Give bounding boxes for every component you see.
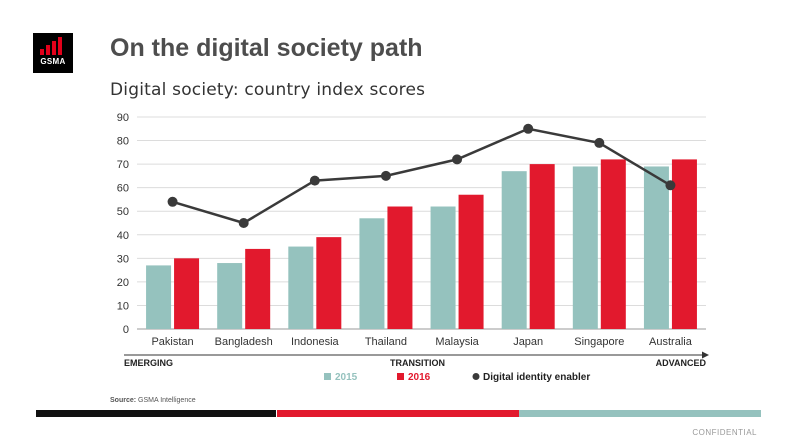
- logo-signal-bars: [38, 37, 68, 55]
- bar-2016: [671, 159, 697, 329]
- y-tick-label: 40: [117, 230, 129, 242]
- legend-marker-digital-identity: [472, 373, 480, 380]
- bar-2015: [146, 265, 172, 329]
- line-point: [238, 218, 249, 228]
- x-tick-label: Australia: [649, 336, 693, 348]
- bar-2015: [643, 166, 669, 329]
- source-text: GSMA Intelligence: [138, 397, 196, 404]
- y-tick-label: 10: [117, 300, 129, 312]
- y-tick-label: 60: [117, 183, 129, 195]
- line-point: [665, 180, 676, 191]
- x-tick-label: Thailand: [365, 336, 407, 348]
- y-tick-label: 90: [117, 112, 129, 124]
- line-point: [523, 123, 534, 134]
- bar-2015: [359, 218, 385, 329]
- bar-2016: [245, 248, 271, 329]
- bar-2015: [572, 166, 598, 329]
- stage-label-advanced: ADVANCED: [656, 358, 707, 368]
- y-tick-label: 50: [117, 206, 129, 218]
- y-tick-label: 80: [117, 136, 129, 148]
- legend-label-digital-identity: Digital identity enabler: [483, 372, 590, 383]
- footer-teal-bar: [519, 410, 761, 417]
- x-tick-label: Malaysia: [435, 336, 479, 348]
- x-tick-label: Bangladesh: [215, 336, 273, 348]
- footer-red-bar: [277, 410, 519, 417]
- bar-line-chart: 0 10 20 30 40 50 60 70 80 90 Pakistan Bangladesh Ind…: [117, 112, 709, 383]
- legend-swatch-2016: [397, 373, 404, 380]
- bar-2016: [387, 206, 413, 329]
- bar-2015: [430, 206, 456, 329]
- x-tick-label: Japan: [513, 336, 543, 348]
- bar-2016: [458, 194, 484, 329]
- stage-axis-arrowhead: [702, 351, 709, 359]
- logo-text: GSMA: [40, 57, 66, 66]
- x-tick-label: Pakistan: [151, 336, 193, 348]
- x-tick-label: Singapore: [574, 336, 624, 348]
- line-point: [452, 154, 463, 165]
- source-label: Source:: [110, 397, 137, 404]
- source-note: Source: GSMA Intelligence: [110, 397, 196, 404]
- legend-label-2015: 2015: [335, 372, 358, 383]
- line-digital-identity-enabler: [172, 127, 672, 225]
- line-point: [167, 196, 178, 207]
- bar-2015: [217, 263, 243, 329]
- slide-title: On the digital society path: [110, 34, 423, 62]
- line-point: [380, 170, 391, 181]
- bar-2015: [501, 171, 527, 329]
- y-tick-label: 20: [117, 277, 129, 289]
- y-tick-label: 0: [123, 324, 129, 336]
- legend-label-2016: 2016: [408, 372, 431, 383]
- y-tick-label: 70: [117, 159, 129, 171]
- chart-title: Digital society: country index scores: [110, 80, 426, 100]
- y-tick-label: 30: [117, 253, 129, 265]
- footer-black-bar: [36, 410, 276, 417]
- line-point: [309, 175, 320, 186]
- bar-2016: [529, 164, 555, 329]
- gsma-logo: GSMA: [33, 33, 73, 73]
- stage-label-transition: TRANSITION: [390, 358, 445, 368]
- confidential-label: CONFIDENTIAL: [692, 428, 757, 437]
- line-point: [594, 137, 605, 148]
- x-tick-label: Indonesia: [291, 336, 340, 348]
- bar-2015: [288, 246, 314, 329]
- bar-2016: [600, 159, 626, 329]
- bar-2016: [316, 237, 342, 329]
- legend-swatch-2015: [324, 373, 331, 380]
- stage-label-emerging: EMERGING: [124, 358, 173, 368]
- bar-2016: [174, 258, 200, 329]
